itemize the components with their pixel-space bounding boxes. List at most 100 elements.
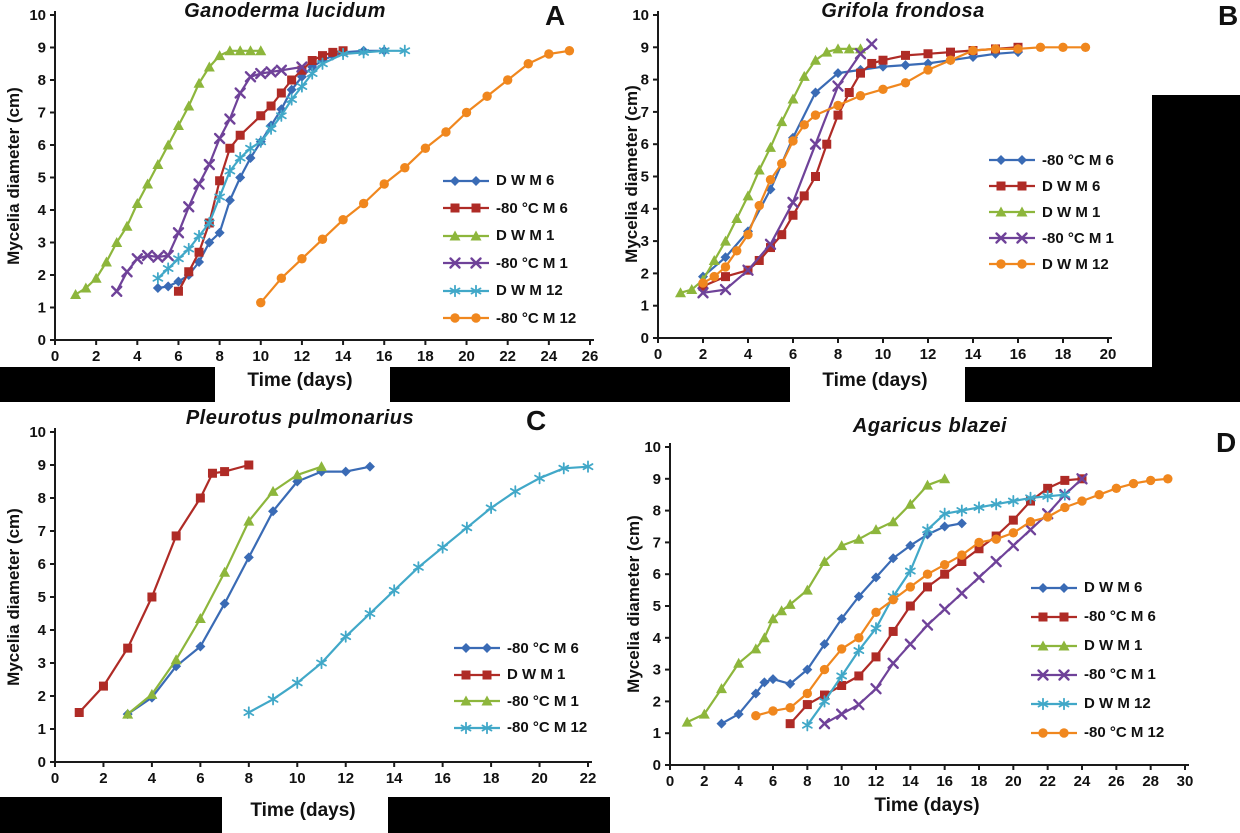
legend-marker-sample — [443, 257, 489, 269]
y-tick-label: 2 — [641, 265, 649, 282]
x-axis-label: Time (days) — [874, 795, 980, 816]
x-tick-label: 2 — [700, 773, 708, 790]
legend-marker-sample — [1031, 582, 1077, 593]
panel-letter: B — [1218, 0, 1239, 31]
legend-item: -80 °C M 1 — [453, 688, 587, 715]
y-tick-label: 10 — [29, 7, 46, 24]
legend-marker-sample — [989, 206, 1035, 217]
x-tick-label: 2 — [99, 770, 107, 787]
series-d-w-m-12 — [152, 44, 411, 285]
x-axis-label: Time (days) — [822, 370, 928, 391]
y-tick-label: 7 — [641, 104, 649, 121]
x-tick-label: 16 — [1010, 346, 1027, 363]
y-tick-label: 0 — [38, 754, 46, 771]
legend-label: D W M 6 — [1042, 177, 1101, 195]
panel-letter: C — [526, 405, 547, 436]
legend-label: -80 °C M 6 — [507, 639, 579, 657]
legend-label: -80 °C M 1 — [496, 254, 568, 272]
legend-marker-sample — [989, 232, 1035, 244]
legend-item: D W M 1 — [453, 662, 587, 689]
x-tick-label: 0 — [654, 346, 662, 363]
legend-item: -80 °C M 1 — [1030, 660, 1164, 689]
y-tick-label: 1 — [653, 725, 661, 742]
x-tick-label: 22 — [580, 770, 597, 787]
legend-marker-sample — [989, 181, 1035, 191]
x-tick-label: 12 — [294, 348, 311, 365]
y-tick-label: 1 — [641, 298, 649, 315]
x-tick-label: 0 — [666, 773, 674, 790]
x-tick-label: 10 — [875, 346, 892, 363]
legend-item: -80 °C M 6 — [988, 147, 1114, 173]
redaction-bar — [1152, 95, 1240, 402]
legend-item: -80 °C M 12 — [1030, 718, 1164, 747]
y-tick-label: 6 — [38, 137, 46, 154]
x-axis-label: Time (days) — [247, 370, 353, 391]
series-80-c-m-1 — [818, 473, 1088, 730]
x-tick-label: 18 — [971, 773, 988, 790]
y-tick-label: 8 — [641, 72, 649, 89]
y-tick-label: 9 — [38, 40, 46, 57]
legend-item: D W M 6 — [1030, 573, 1164, 602]
y-tick-label: 6 — [653, 566, 661, 583]
x-tick-label: 16 — [434, 770, 451, 787]
series-d-w-m-6 — [152, 45, 390, 293]
legend-item: D W M 1 — [442, 222, 576, 250]
y-tick-label: 5 — [38, 589, 46, 606]
y-axis-ticks: 0 1 2 3 4 5 6 7 8 9 10 — [644, 439, 670, 774]
legend-item: -80 °C M 6 — [453, 635, 587, 662]
legend-label: -80 °C M 6 — [1042, 151, 1114, 169]
x-tick-label: 4 — [744, 346, 753, 363]
y-tick-label: 9 — [641, 39, 649, 56]
y-tick-label: 4 — [653, 630, 662, 647]
y-tick-label: 4 — [641, 201, 650, 218]
legend-item: -80 °C M 6 — [442, 195, 576, 223]
series-d-w-m-1 — [70, 45, 267, 299]
series-80-c-m-1 — [122, 461, 327, 719]
y-tick-label: 5 — [38, 170, 46, 187]
series-d-w-m-12 — [801, 488, 1071, 732]
legend-label: -80 °C M 6 — [496, 199, 568, 217]
series-d-w-m-6 — [716, 518, 967, 729]
y-tick-label: 2 — [38, 688, 46, 705]
panel-title: Ganoderma lucidum — [184, 0, 386, 22]
y-tick-label: 3 — [653, 662, 661, 679]
legend-label: -80 °C M 6 — [1084, 608, 1156, 625]
y-tick-label: 9 — [653, 471, 661, 488]
series-80-c-m-12 — [751, 474, 1173, 721]
x-tick-label: 14 — [335, 348, 352, 365]
legend-marker-sample — [454, 721, 500, 734]
y-tick-label: 4 — [38, 202, 47, 219]
panel-ganoderma-lucidum: Ganoderma lucidum A Mycelia diameter (cm… — [0, 0, 620, 405]
legend-marker-sample — [454, 695, 500, 706]
x-tick-label: 10 — [252, 348, 269, 365]
series-80-c-m-6 — [698, 47, 1023, 282]
x-tick-label: 12 — [868, 773, 885, 790]
x-tick-label: 8 — [834, 346, 842, 363]
series-80-c-m-1 — [111, 61, 308, 297]
legend-marker-sample — [443, 175, 489, 186]
legend-marker-sample — [1031, 668, 1077, 681]
y-tick-label: 3 — [38, 235, 46, 252]
x-tick-label: 8 — [803, 773, 811, 790]
legend-label: D W M 12 — [496, 282, 563, 300]
series-80-c-m-12 — [243, 460, 594, 719]
x-tick-label: 16 — [936, 773, 953, 790]
y-tick-label: 3 — [38, 655, 46, 672]
legend-label: -80 °C M 1 — [1042, 229, 1114, 247]
panel-title: Grifola frondosa — [821, 0, 985, 22]
redaction-bar — [0, 797, 222, 833]
x-tick-label: 2 — [92, 348, 100, 365]
y-tick-label: 2 — [653, 693, 661, 710]
axes — [54, 11, 594, 341]
x-tick-label: 4 — [133, 348, 142, 365]
legend-marker-sample — [443, 203, 489, 213]
legend-label: -80 °C M 12 — [507, 719, 588, 737]
x-tick-label: 8 — [215, 348, 223, 365]
series-d-w-m-12 — [698, 42, 1091, 288]
series-d-w-m-6 — [698, 42, 1023, 291]
legend-marker-sample — [1031, 612, 1077, 621]
x-axis-ticks: 0 2 4 6 8 10 12 14 16 18 20 22 — [51, 762, 597, 787]
x-tick-label: 22 — [499, 348, 516, 365]
